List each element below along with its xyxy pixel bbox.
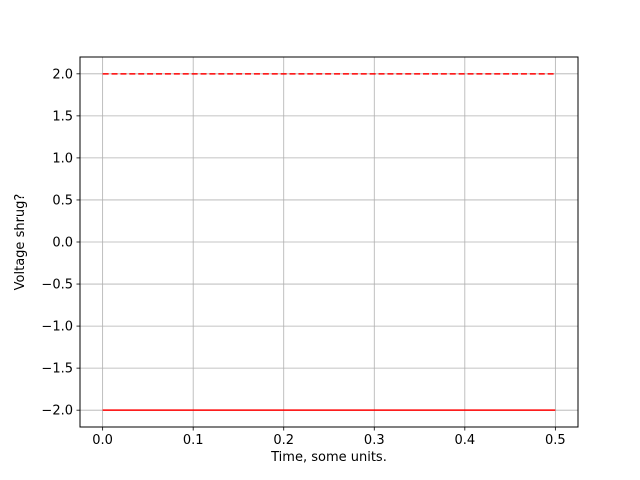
- y-axis-label: Voltage shrug?: [13, 194, 28, 291]
- y-tick-label: −2.0: [41, 404, 73, 419]
- y-tick-label: 2.0: [52, 67, 73, 82]
- y-tick-label: 0.0: [52, 236, 73, 251]
- y-tick-label: 1.0: [52, 151, 73, 166]
- y-tick-label: 1.5: [52, 109, 73, 124]
- x-tick-label: 0.4: [454, 433, 475, 448]
- x-tick-label: 0.1: [183, 433, 204, 448]
- x-tick-label: 0.3: [364, 433, 385, 448]
- y-tick-label: −0.5: [41, 278, 73, 293]
- x-tick-label: 0.5: [545, 433, 566, 448]
- x-tick-label: 0.0: [92, 433, 113, 448]
- x-tick-label: 0.2: [273, 433, 294, 448]
- y-tick-label: −1.0: [41, 320, 73, 335]
- y-tick-label: −1.5: [41, 362, 73, 377]
- x-axis-label: Time, some units.: [270, 450, 387, 465]
- y-tick-label: 0.5: [52, 193, 73, 208]
